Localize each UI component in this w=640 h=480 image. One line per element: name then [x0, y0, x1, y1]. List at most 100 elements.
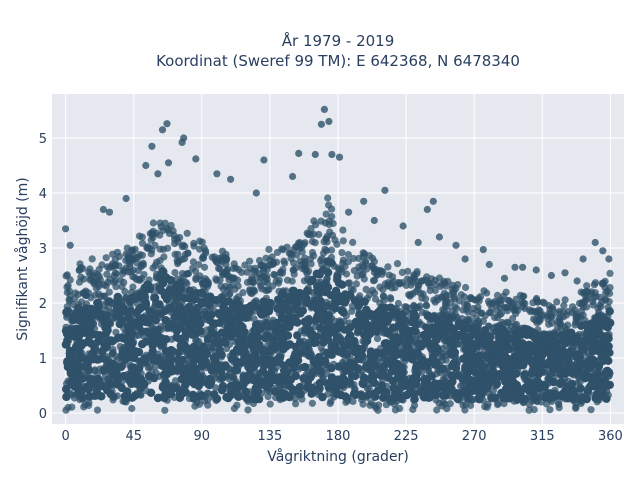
data-point: [572, 404, 580, 412]
data-point: [462, 283, 470, 292]
data-point: [396, 393, 405, 403]
data-point: [98, 261, 106, 269]
data-point: [189, 258, 197, 266]
data-point: [365, 385, 373, 393]
data-point: [564, 307, 572, 316]
data-point: [318, 281, 327, 291]
data-point: [459, 306, 467, 314]
data-point: [94, 302, 103, 311]
data-point: [311, 316, 320, 326]
data-point: [573, 277, 581, 285]
data-point: [315, 270, 324, 279]
data-point: [502, 356, 511, 365]
data-point: [533, 365, 543, 374]
data-point: [234, 337, 244, 347]
data-point: [333, 376, 343, 385]
data-point: [246, 303, 255, 313]
data-point: [398, 327, 408, 337]
data-point: [144, 317, 153, 326]
data-point: [532, 376, 542, 386]
data-point: [250, 315, 258, 323]
data-point: [253, 303, 262, 312]
data-point: [227, 355, 237, 364]
data-point: [119, 371, 129, 381]
x-tick-labels: 0 45 90 135 180 225 270 315 360: [61, 429, 622, 444]
data-point: [372, 348, 382, 358]
data-point: [277, 291, 287, 300]
data-point: [439, 319, 448, 329]
data-point: [323, 379, 332, 388]
data-point: [178, 270, 186, 278]
data-point: [339, 237, 347, 245]
data-point: [213, 276, 221, 285]
data-point: [389, 394, 399, 403]
data-point: [166, 276, 176, 285]
data-point: [174, 250, 182, 258]
data-point: [454, 319, 464, 328]
data-point: [234, 276, 242, 284]
data-point: [548, 319, 556, 327]
data-point: [412, 370, 421, 379]
data-point: [561, 269, 569, 277]
data-point: [238, 381, 247, 390]
data-point: [261, 333, 270, 343]
x-tick-label: 180: [326, 429, 351, 444]
data-point: [359, 270, 367, 278]
data-point: [247, 278, 255, 286]
data-point: [163, 358, 173, 367]
data-point: [293, 318, 302, 327]
data-point: [465, 324, 475, 333]
x-tick-label: 0: [61, 429, 69, 444]
data-point: [389, 355, 398, 364]
data-point: [307, 329, 316, 338]
x-tick-label: 360: [598, 429, 623, 444]
data-point: [188, 330, 198, 339]
data-point: [334, 362, 344, 371]
data-point: [459, 354, 468, 363]
data-point: [475, 330, 484, 339]
data-point: [316, 296, 325, 306]
y-tick-label: 1: [39, 352, 47, 367]
data-point: [259, 272, 267, 280]
data-point: [605, 380, 614, 390]
data-point: [203, 277, 211, 285]
data-point: [346, 358, 355, 367]
data-point: [283, 331, 293, 340]
data-point: [208, 328, 217, 338]
data-point: [360, 250, 369, 258]
data-point: [419, 361, 428, 371]
data-point: [265, 355, 274, 364]
data-point: [105, 365, 114, 374]
data-point: [233, 401, 241, 409]
data-point: [350, 267, 358, 275]
data-point: [122, 194, 130, 203]
data-point: [101, 292, 109, 300]
data-point: [360, 263, 368, 271]
data-point: [77, 341, 86, 350]
data-point: [393, 260, 402, 268]
data-point: [335, 153, 344, 161]
data-point: [516, 291, 525, 299]
data-point: [217, 373, 227, 383]
data-point: [178, 355, 187, 365]
data-point: [576, 313, 585, 321]
data-point: [266, 400, 274, 408]
data-point: [493, 352, 502, 361]
x-axis-title: Vågriktning (grader): [267, 448, 409, 465]
data-point: [591, 279, 600, 287]
data-point: [205, 380, 214, 390]
x-tick-label: 315: [530, 429, 555, 444]
data-point: [154, 357, 164, 366]
data-point: [487, 359, 496, 368]
data-point: [300, 277, 308, 285]
data-point: [274, 377, 283, 386]
data-point: [289, 172, 297, 181]
data-point: [219, 307, 228, 316]
data-point: [217, 282, 225, 290]
data-point: [379, 268, 387, 276]
data-point: [109, 350, 117, 358]
data-point: [308, 237, 317, 246]
data-point: [290, 246, 298, 254]
data-point: [550, 330, 560, 340]
data-point: [151, 316, 160, 325]
